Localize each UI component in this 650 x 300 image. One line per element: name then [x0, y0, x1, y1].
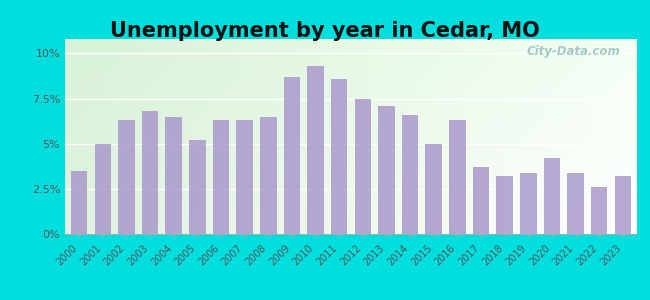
Bar: [260, 117, 276, 234]
Bar: [402, 115, 419, 234]
Text: City-Data.com: City-Data.com: [526, 45, 620, 58]
Bar: [426, 144, 442, 234]
Bar: [189, 140, 205, 234]
Bar: [473, 167, 489, 234]
Bar: [449, 120, 465, 234]
Bar: [142, 111, 159, 234]
Bar: [237, 120, 253, 234]
Bar: [543, 158, 560, 234]
Bar: [614, 176, 631, 234]
Bar: [166, 117, 182, 234]
Bar: [567, 172, 584, 234]
Text: Unemployment by year in Cedar, MO: Unemployment by year in Cedar, MO: [110, 21, 540, 41]
Bar: [283, 77, 300, 234]
Bar: [520, 172, 536, 234]
Bar: [378, 106, 395, 234]
Bar: [307, 66, 324, 234]
Bar: [354, 99, 371, 234]
Bar: [331, 79, 348, 234]
Bar: [118, 120, 135, 234]
Bar: [497, 176, 513, 234]
Bar: [213, 120, 229, 234]
Bar: [71, 171, 88, 234]
Bar: [94, 144, 111, 234]
Bar: [591, 187, 608, 234]
